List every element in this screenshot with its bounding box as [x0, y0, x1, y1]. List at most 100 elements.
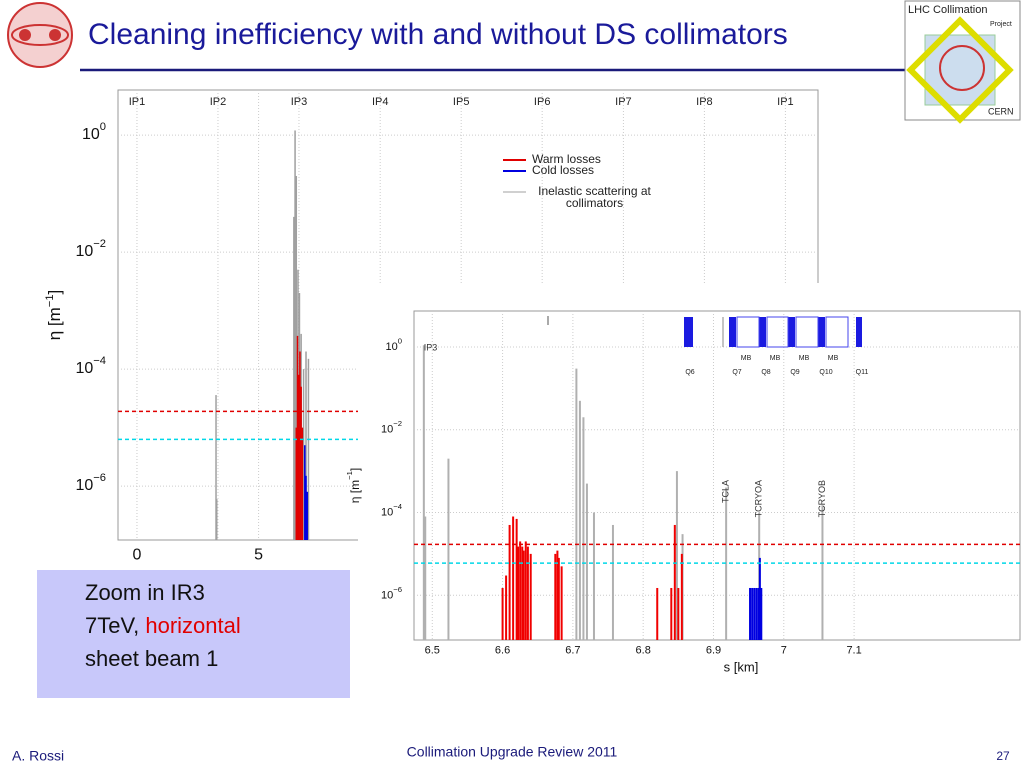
tick-base: 10	[381, 589, 393, 601]
y-tick-label: 10−6	[75, 472, 106, 494]
y-tick-label: 10−2	[75, 238, 106, 260]
ip-label: IP6	[534, 96, 551, 108]
tick-exponent: −2	[93, 238, 106, 250]
loss-spike	[592, 512, 595, 640]
loss-spike	[751, 587, 754, 640]
note-line: sheet beam 1	[85, 646, 218, 671]
loss-spike	[297, 374, 300, 540]
loss-spike	[305, 351, 307, 540]
x-tick-label: 7	[781, 644, 787, 656]
loss-spike	[522, 550, 525, 640]
loss-spike	[675, 471, 678, 640]
y-tick-label: 10−2	[381, 419, 402, 435]
magnet-block	[856, 317, 862, 347]
loss-spike	[585, 483, 588, 640]
logo-org: CERN	[988, 106, 1014, 116]
x-tick-label: 0	[133, 546, 142, 563]
loss-spike	[215, 499, 218, 540]
loss-spike	[301, 427, 304, 540]
loss-spike	[519, 541, 522, 640]
note-box	[37, 570, 350, 698]
loss-spike	[505, 575, 508, 640]
magnet-block	[788, 317, 795, 347]
label-exponent: −1	[345, 471, 354, 480]
label-text: η [m	[45, 307, 64, 340]
loss-spike	[447, 458, 450, 640]
loss-spike	[295, 175, 298, 541]
loss-spike	[424, 516, 427, 640]
y-axis-label: η [m−1]	[44, 290, 65, 341]
loss-spike	[680, 553, 683, 640]
loss-spike	[656, 587, 659, 640]
footer-page: 27	[996, 749, 1010, 763]
magnet-outline	[736, 316, 760, 348]
loss-spike	[557, 557, 560, 640]
footer-author: A. Rossi	[12, 748, 64, 764]
loss-spike	[294, 130, 296, 540]
loss-spike	[575, 368, 578, 640]
tick-exponent: 0	[100, 121, 106, 133]
magnet-label: Q10	[819, 369, 832, 376]
lhc-logo	[7, 2, 73, 68]
label-suffix: ]	[45, 290, 64, 295]
loss-spike	[611, 524, 614, 640]
loss-spike	[521, 546, 524, 640]
magnet-block	[759, 317, 766, 347]
plot-frame	[413, 310, 1021, 641]
x-tick-label: 6.8	[636, 644, 651, 656]
loss-spike	[760, 587, 763, 640]
legend-label: Inelastic scattering at collimators	[538, 185, 651, 210]
loss-spike	[524, 541, 527, 640]
ip-label: IP8	[696, 96, 713, 108]
footer-event: Collimation Upgrade Review 2011	[407, 744, 618, 760]
loss-spike	[299, 351, 301, 540]
loss-spike	[725, 487, 728, 640]
ip-label: IP5	[453, 96, 470, 108]
legend-entry: Inelastic scattering at collimators	[538, 185, 651, 210]
magnet-block	[684, 317, 693, 347]
label-exponent: −1	[44, 294, 56, 307]
loss-spike	[296, 335, 299, 540]
tick-base: 10	[75, 243, 93, 260]
x-tick-label: 6.9	[706, 644, 721, 656]
note-line: 7TeV, horizontal	[85, 613, 241, 638]
label-text: η [m	[348, 480, 362, 503]
y-tick-label: 100	[82, 121, 106, 143]
tick-base: 10	[75, 477, 93, 494]
note-highlight: horizontal	[145, 613, 240, 638]
legend-entry: Warm losses	[532, 153, 601, 165]
magnet-label: MB	[770, 355, 781, 362]
tick-exponent: −4	[93, 355, 106, 367]
magnet-outline	[825, 316, 849, 348]
loss-spike	[578, 400, 581, 640]
loss-spike	[422, 345, 425, 640]
magnet-label: Q11	[856, 369, 869, 376]
legend-label: Cold losses	[532, 164, 595, 177]
logo-project: Project	[990, 21, 1012, 28]
loss-spike	[215, 395, 217, 540]
x-tick-label: 6.7	[565, 644, 580, 656]
loss-spike	[307, 358, 310, 540]
loss-spike	[755, 587, 758, 640]
ip-label: IP3	[291, 96, 308, 108]
y-tick-label: 10−6	[381, 585, 402, 601]
loss-spike	[295, 427, 298, 540]
magnet-label: MB	[828, 355, 839, 362]
loss-spike	[757, 587, 760, 640]
x-tick-label: 7.1	[846, 644, 861, 656]
magnet-label: Q8	[761, 369, 770, 376]
loss-spike	[529, 553, 532, 640]
x-tick-label: 5	[254, 546, 263, 563]
tick-exponent: −2	[393, 419, 402, 428]
tick-base: 10	[385, 341, 397, 353]
ip-label: IP1	[129, 96, 146, 108]
loss-spike	[501, 587, 504, 640]
loss-spike	[508, 524, 511, 640]
note-text: 7TeV,	[85, 613, 139, 638]
loss-spike	[670, 587, 673, 640]
loss-spike	[293, 216, 295, 541]
loss-spike	[673, 524, 676, 640]
